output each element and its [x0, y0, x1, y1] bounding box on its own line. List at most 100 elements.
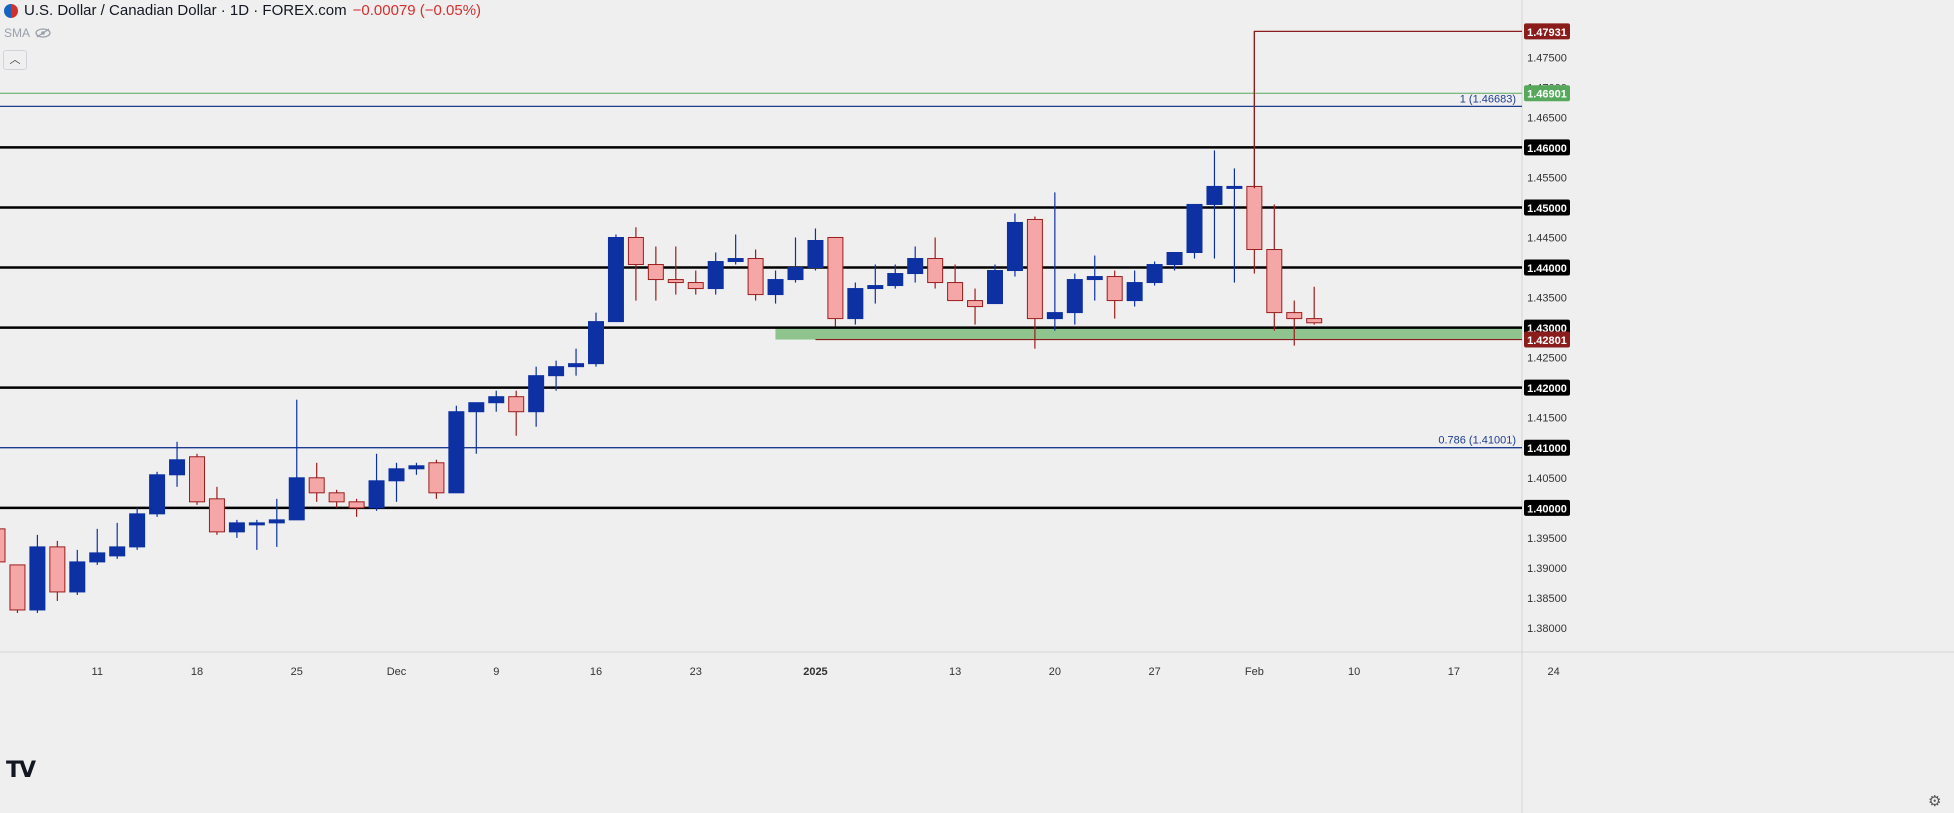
candle-up [29, 546, 46, 611]
x-tick-label: 11 [92, 666, 103, 678]
candle-up [607, 236, 624, 323]
candle-down [947, 282, 964, 302]
y-tick-label: 1.40500 [1527, 473, 1567, 485]
fib-label: 0.786 (1.41001) [1438, 435, 1516, 447]
y-tick-label: 1.39000 [1527, 563, 1567, 575]
candle-up [588, 321, 604, 365]
sma-indicator-label[interactable]: SMA [4, 26, 31, 40]
candle-up [787, 267, 804, 281]
price-change: −0.00079 (−0.05%) [352, 2, 482, 19]
candle-down [308, 477, 325, 494]
x-tick-label: 17 [1448, 666, 1460, 678]
candle-down [208, 498, 225, 533]
level-tag-bg [1524, 439, 1570, 456]
x-tick-label: 13 [949, 666, 961, 678]
candle-down [1286, 312, 1303, 320]
candle-down [1026, 218, 1043, 320]
level-tag: 1.45000 [1527, 203, 1567, 215]
candle-down [348, 501, 365, 509]
candle-down [967, 300, 984, 308]
candle-up [1166, 252, 1183, 266]
high-price-tag-bg [1524, 23, 1570, 40]
tradingview-logo: TV [6, 758, 36, 783]
candle-up [1186, 203, 1203, 254]
candle-down [1106, 276, 1123, 302]
level-tag-bg [1524, 139, 1570, 156]
candle-up [528, 375, 545, 413]
y-tick-label: 1.39500 [1527, 533, 1567, 545]
candle-down [827, 236, 844, 320]
candle-up [727, 258, 744, 263]
candle-up [887, 273, 904, 287]
candle-down [1306, 318, 1323, 324]
candle-up [169, 459, 186, 476]
candle-up [1006, 221, 1023, 272]
level-tag-bg [1524, 499, 1570, 516]
candle-up [1066, 279, 1083, 314]
candle-up [468, 402, 485, 413]
support-zone [775, 327, 1522, 340]
indicator-row[interactable]: SMA [4, 26, 51, 40]
level-tag-bg [1524, 379, 1570, 396]
candle-down [687, 282, 704, 290]
fib-label: 1 (1.46683) [1460, 93, 1516, 105]
gear-icon[interactable]: ⚙ [1928, 793, 1942, 810]
candle-up [149, 474, 166, 515]
candle-up [907, 258, 924, 275]
candle-up [987, 270, 1003, 305]
level-tag: 1.46000 [1527, 143, 1567, 155]
candle-up [767, 279, 784, 296]
y-tick-label: 1.38000 [1527, 623, 1567, 635]
candle-up [89, 552, 106, 563]
level-tag: 1.41000 [1527, 443, 1567, 455]
candle-up [368, 480, 385, 509]
candle-down [667, 279, 684, 284]
y-tick-label: 1.42500 [1527, 353, 1567, 365]
candle-up [1206, 185, 1223, 205]
symbol-title[interactable]: U.S. Dollar / Canadian Dollar · 1D · FOR… [24, 2, 347, 19]
x-tick-label: 18 [191, 666, 203, 678]
high-price-tag: 1.47931 [1527, 27, 1567, 39]
low-price-tag-bg [1524, 331, 1570, 348]
level-tag: 1.44000 [1527, 263, 1567, 275]
candle-up [847, 288, 864, 320]
green-tag: 1.46901 [1527, 89, 1567, 101]
candle-up [129, 513, 146, 548]
candle-down [9, 564, 26, 611]
chevron-up-icon[interactable]: ︿ [3, 50, 27, 70]
level-tag: 1.40000 [1527, 503, 1567, 515]
x-tick-label: 25 [291, 666, 303, 678]
candle-up [1226, 185, 1243, 189]
candle-up [1126, 282, 1143, 302]
candle-down [647, 264, 664, 281]
candle-down [0, 528, 6, 563]
candle-down [189, 456, 205, 503]
candle-up [288, 477, 305, 521]
x-tick-label: 10 [1348, 666, 1360, 678]
candle-up [69, 561, 86, 593]
x-tick-label: 27 [1148, 666, 1160, 678]
eye-off-icon[interactable] [35, 28, 51, 38]
green-tag-bg [1524, 85, 1570, 102]
level-tag: 1.42000 [1527, 383, 1567, 395]
x-tick-label: Dec [387, 666, 407, 678]
candle-up [488, 396, 505, 404]
candle-up [548, 366, 565, 377]
x-tick-label: 9 [493, 666, 499, 678]
usd-cad-flag-icon [4, 3, 18, 18]
candle-down [328, 492, 345, 503]
chart-header: U.S. Dollar / Canadian Dollar · 1D · FOR… [4, 2, 481, 19]
candle-up [807, 239, 824, 269]
candle-down [627, 236, 644, 266]
candle-down [927, 258, 944, 284]
x-tick-label: 16 [590, 666, 602, 678]
candle-up [448, 411, 465, 494]
candle-up [568, 363, 585, 368]
x-tick-label: Feb [1245, 666, 1264, 678]
y-tick-label: 1.38500 [1527, 593, 1567, 605]
level-tag-bg [1524, 199, 1570, 216]
candle-down [428, 462, 445, 494]
